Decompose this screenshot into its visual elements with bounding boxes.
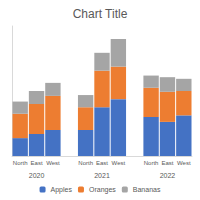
svg-text:North: North bbox=[144, 160, 159, 166]
svg-text:Chart Title: Chart Title bbox=[73, 7, 128, 21]
svg-text:West: West bbox=[112, 160, 126, 166]
svg-text:Apples: Apples bbox=[51, 186, 73, 194]
svg-text:Oranges: Oranges bbox=[89, 186, 116, 194]
svg-text:West: West bbox=[46, 160, 60, 166]
svg-text:North: North bbox=[78, 160, 93, 166]
svg-text:2022: 2022 bbox=[160, 172, 176, 179]
svg-text:West: West bbox=[177, 160, 191, 166]
svg-text:East: East bbox=[161, 160, 173, 166]
svg-text:2020: 2020 bbox=[29, 172, 45, 179]
svg-text:North: North bbox=[13, 160, 28, 166]
svg-text:2021: 2021 bbox=[94, 172, 110, 179]
svg-text:East: East bbox=[31, 160, 43, 166]
svg-text:Bananas: Bananas bbox=[133, 186, 161, 193]
svg-text:East: East bbox=[96, 160, 108, 166]
